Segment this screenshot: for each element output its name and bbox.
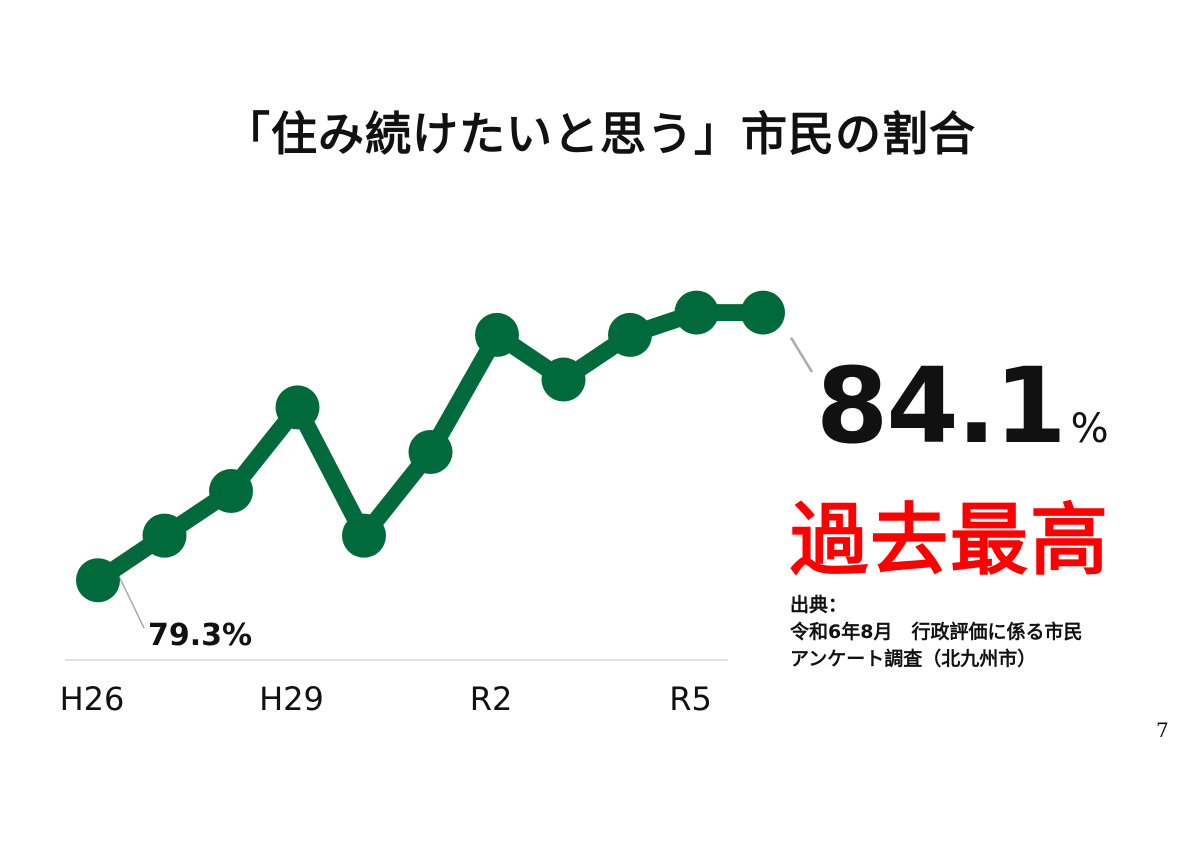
x-tick-label-H29: H29 <box>259 680 324 718</box>
record-high-label: 過去最高 <box>790 496 1111 586</box>
source-line-1: 令和6年8月 行政評価に係る市民 <box>790 621 1083 643</box>
data-point-R4 <box>608 312 652 357</box>
data-point-R3 <box>541 357 586 402</box>
x-tick-label-R2: R2 <box>470 680 513 718</box>
highlight-leader-line <box>789 336 814 373</box>
data-point-H28 <box>209 469 253 514</box>
data-points <box>76 290 785 603</box>
source-note: 出典： 令和6年8月 行政評価に係る市民 アンケート調査（北九州市） <box>790 592 1082 673</box>
x-tick-label-R5: R5 <box>669 680 712 718</box>
first-point-leader-line <box>119 577 145 629</box>
data-point-R6 <box>741 290 785 335</box>
x-tick-label-H26: H26 <box>60 680 125 718</box>
data-labels: 79.3% <box>148 618 252 653</box>
data-point-H29 <box>275 385 320 430</box>
x-axis-ticks: H26 H29 R2 R5 <box>60 680 712 718</box>
data-point-R2 <box>475 312 519 357</box>
data-point-R5 <box>674 290 719 335</box>
highlight-unit: % <box>1070 406 1109 452</box>
source-heading: 出典： <box>790 594 848 616</box>
slide-title: 「住み続けたいと思う」市民の割合 <box>224 107 976 161</box>
page-number: 7 <box>1156 718 1169 742</box>
data-point-H27 <box>142 513 187 558</box>
highlight-number: 84.1 <box>816 345 1067 467</box>
data-point-H30 <box>342 513 386 558</box>
data-point-H26 <box>76 558 120 603</box>
data-label-H26: 79.3% <box>148 618 252 653</box>
highlight-value: 84.1% <box>816 345 1109 467</box>
data-point-R1 <box>408 430 453 474</box>
source-line-2: アンケート調査（北九州市） <box>790 648 1037 670</box>
leader-lines <box>119 336 814 629</box>
